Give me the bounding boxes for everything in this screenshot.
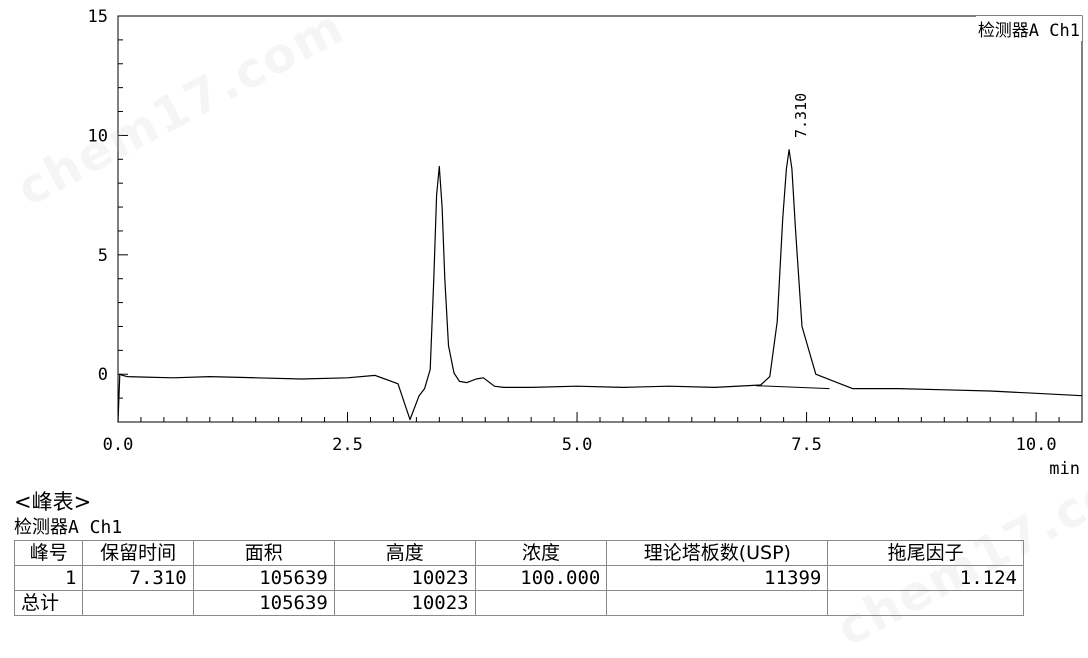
peak-table-section: <峰表> 检测器A Ch1 峰号 保留时间 面积 高度 浓度 理论塔板数(USP…: [13, 488, 1024, 616]
cell-theoretical-plates: 11399: [606, 565, 829, 591]
header-concentration: 浓度: [474, 540, 608, 566]
peak-table-title: <峰表>: [14, 490, 92, 514]
peak-annotation-label: 7.310: [792, 92, 810, 138]
cell-height: 10023: [333, 565, 476, 591]
x-tick-label: 7.5: [791, 435, 822, 455]
chromatogram-line: [117, 149, 1083, 423]
table-header-row: 峰号 保留时间 面积 高度 浓度 理论塔板数(USP) 拖尾因子: [13, 540, 1024, 566]
x-tick-label: 5.0: [562, 435, 593, 455]
x-tick-label: 2.5: [332, 435, 363, 455]
table-total-row: 总计 105639 10023: [13, 590, 1024, 616]
chromatogram-svg: 0.0 2.5 5.0 7.5 10.0 min 15 10 5 0: [88, 7, 1083, 479]
cell-empty: [827, 590, 1024, 616]
detector-label: 检测器A Ch1: [975, 16, 1082, 41]
y-tick-label: 10: [88, 126, 108, 146]
header-theoretical-plates: 理论塔板数(USP): [606, 540, 829, 566]
peak-table-detector: 检测器A Ch1: [14, 517, 123, 538]
chromatogram-chart: 0.0 2.5 5.0 7.5 10.0 min 15 10 5 0 检测器A Ch1 7.310…: [87, 7, 1083, 479]
x-tick-label: 0.0: [103, 435, 134, 455]
y-tick-label: 5: [98, 246, 108, 266]
header-peak-no: 峰号: [13, 540, 84, 566]
header-area: 面积: [192, 540, 335, 566]
cell-peak-no: 1: [13, 565, 84, 591]
peak-table: 峰号 保留时间 面积 高度 浓度 理论塔板数(USP) 拖尾因子 1 7.310…: [13, 540, 1024, 616]
cell-area: 105639: [192, 565, 335, 591]
header-height: 高度: [333, 540, 476, 566]
cell-retention-time: 7.310: [82, 565, 194, 591]
x-axis-label: min: [1049, 459, 1080, 479]
y-tick-label: 0: [98, 365, 108, 385]
cell-empty: [82, 590, 194, 616]
plot-frame: [117, 15, 1083, 423]
integration-baseline: [756, 385, 830, 390]
cell-empty: [606, 590, 829, 616]
header-retention-time: 保留时间: [82, 540, 194, 566]
cell-total-label: 总计: [13, 590, 84, 616]
x-tick-label: 10.0: [1016, 435, 1057, 455]
table-row: 1 7.310 105639 10023 100.000 11399 1.124: [13, 565, 1024, 591]
cell-total-area: 105639: [192, 590, 335, 616]
header-tailing-factor: 拖尾因子: [827, 540, 1024, 566]
cell-total-height: 10023: [333, 590, 476, 616]
cell-concentration: 100.000: [474, 565, 608, 591]
y-tick-label: 15: [88, 7, 108, 27]
cell-tailing-factor: 1.124: [827, 565, 1024, 591]
cell-empty: [474, 590, 608, 616]
